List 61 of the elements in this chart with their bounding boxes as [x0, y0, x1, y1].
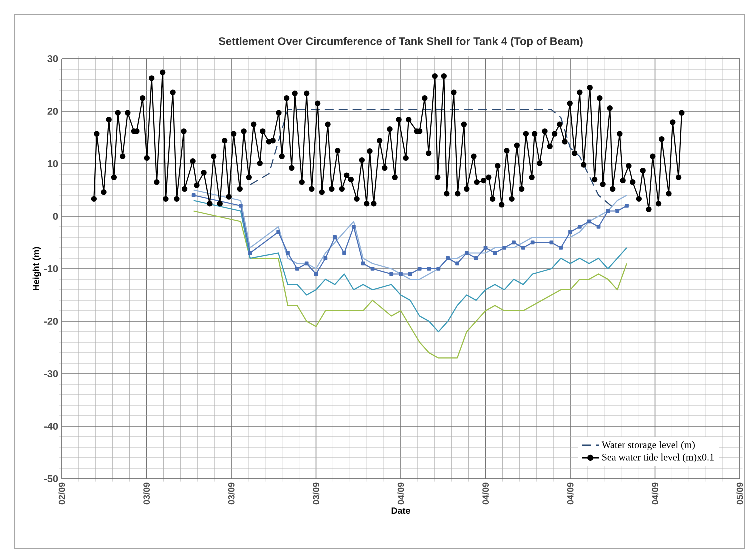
point: [456, 262, 460, 266]
point: [399, 272, 403, 276]
point: [324, 256, 328, 260]
point: [474, 256, 478, 260]
point: [502, 246, 507, 250]
y-tick-label: -20: [44, 318, 58, 326]
point: [578, 225, 582, 229]
y-tick-label: -10: [44, 265, 58, 273]
point: [559, 246, 564, 250]
point: [333, 236, 338, 240]
y-axis-title: Height (m): [32, 247, 42, 291]
chart-title: Settlement Over Circumference of Tank Shell for Tank 4 (Top of Beam): [218, 37, 583, 48]
point: [436, 267, 441, 271]
point: [484, 246, 488, 250]
x-tick-label: 05/09: [736, 482, 744, 505]
point: [408, 272, 412, 276]
y-tick-label: 20: [48, 108, 58, 116]
point: [361, 262, 366, 266]
legend-label: Water storage level (m): [602, 441, 695, 450]
point: [304, 262, 309, 266]
point: [446, 256, 450, 260]
point: [464, 251, 469, 256]
point: [276, 230, 281, 234]
x-tick-label: 04/09: [567, 482, 574, 505]
x-tick-label: 04/09: [652, 482, 659, 505]
point: [238, 204, 243, 208]
x-tick-label: 03/09: [312, 482, 320, 505]
x-tick-label: 04/09: [482, 482, 490, 505]
point: [390, 272, 394, 276]
y-tick-label: 0: [53, 212, 58, 220]
y-tick-label: -40: [44, 422, 58, 430]
point: [418, 267, 422, 271]
y-tick-label: -30: [44, 370, 58, 378]
point: [286, 251, 290, 256]
y-tick-label: -50: [44, 475, 58, 483]
x-tick-label: 02/09: [58, 482, 66, 505]
point: [493, 251, 498, 256]
point: [550, 240, 554, 245]
point: [427, 267, 432, 271]
point: [295, 267, 300, 271]
point: [248, 251, 252, 256]
y-tick-label: 10: [48, 160, 58, 168]
x-tick-label: 03/09: [228, 482, 235, 505]
point: [606, 209, 610, 214]
legend-label: Sea water tide level (m)x0.1: [602, 454, 714, 463]
y-tick-label: 30: [48, 55, 58, 63]
point: [587, 220, 592, 224]
x-axis-title: Date: [392, 508, 410, 514]
x-tick-label: 03/09: [143, 482, 150, 505]
point: [342, 251, 346, 256]
point: [530, 240, 535, 245]
point: [192, 194, 196, 198]
point: [352, 225, 356, 229]
point: [521, 246, 526, 250]
point: [512, 240, 516, 245]
point: [370, 267, 375, 271]
point: [596, 225, 601, 229]
point: [616, 209, 620, 214]
x-tick-label: 04/09: [398, 482, 404, 505]
point: [625, 204, 629, 208]
point: [568, 230, 572, 234]
